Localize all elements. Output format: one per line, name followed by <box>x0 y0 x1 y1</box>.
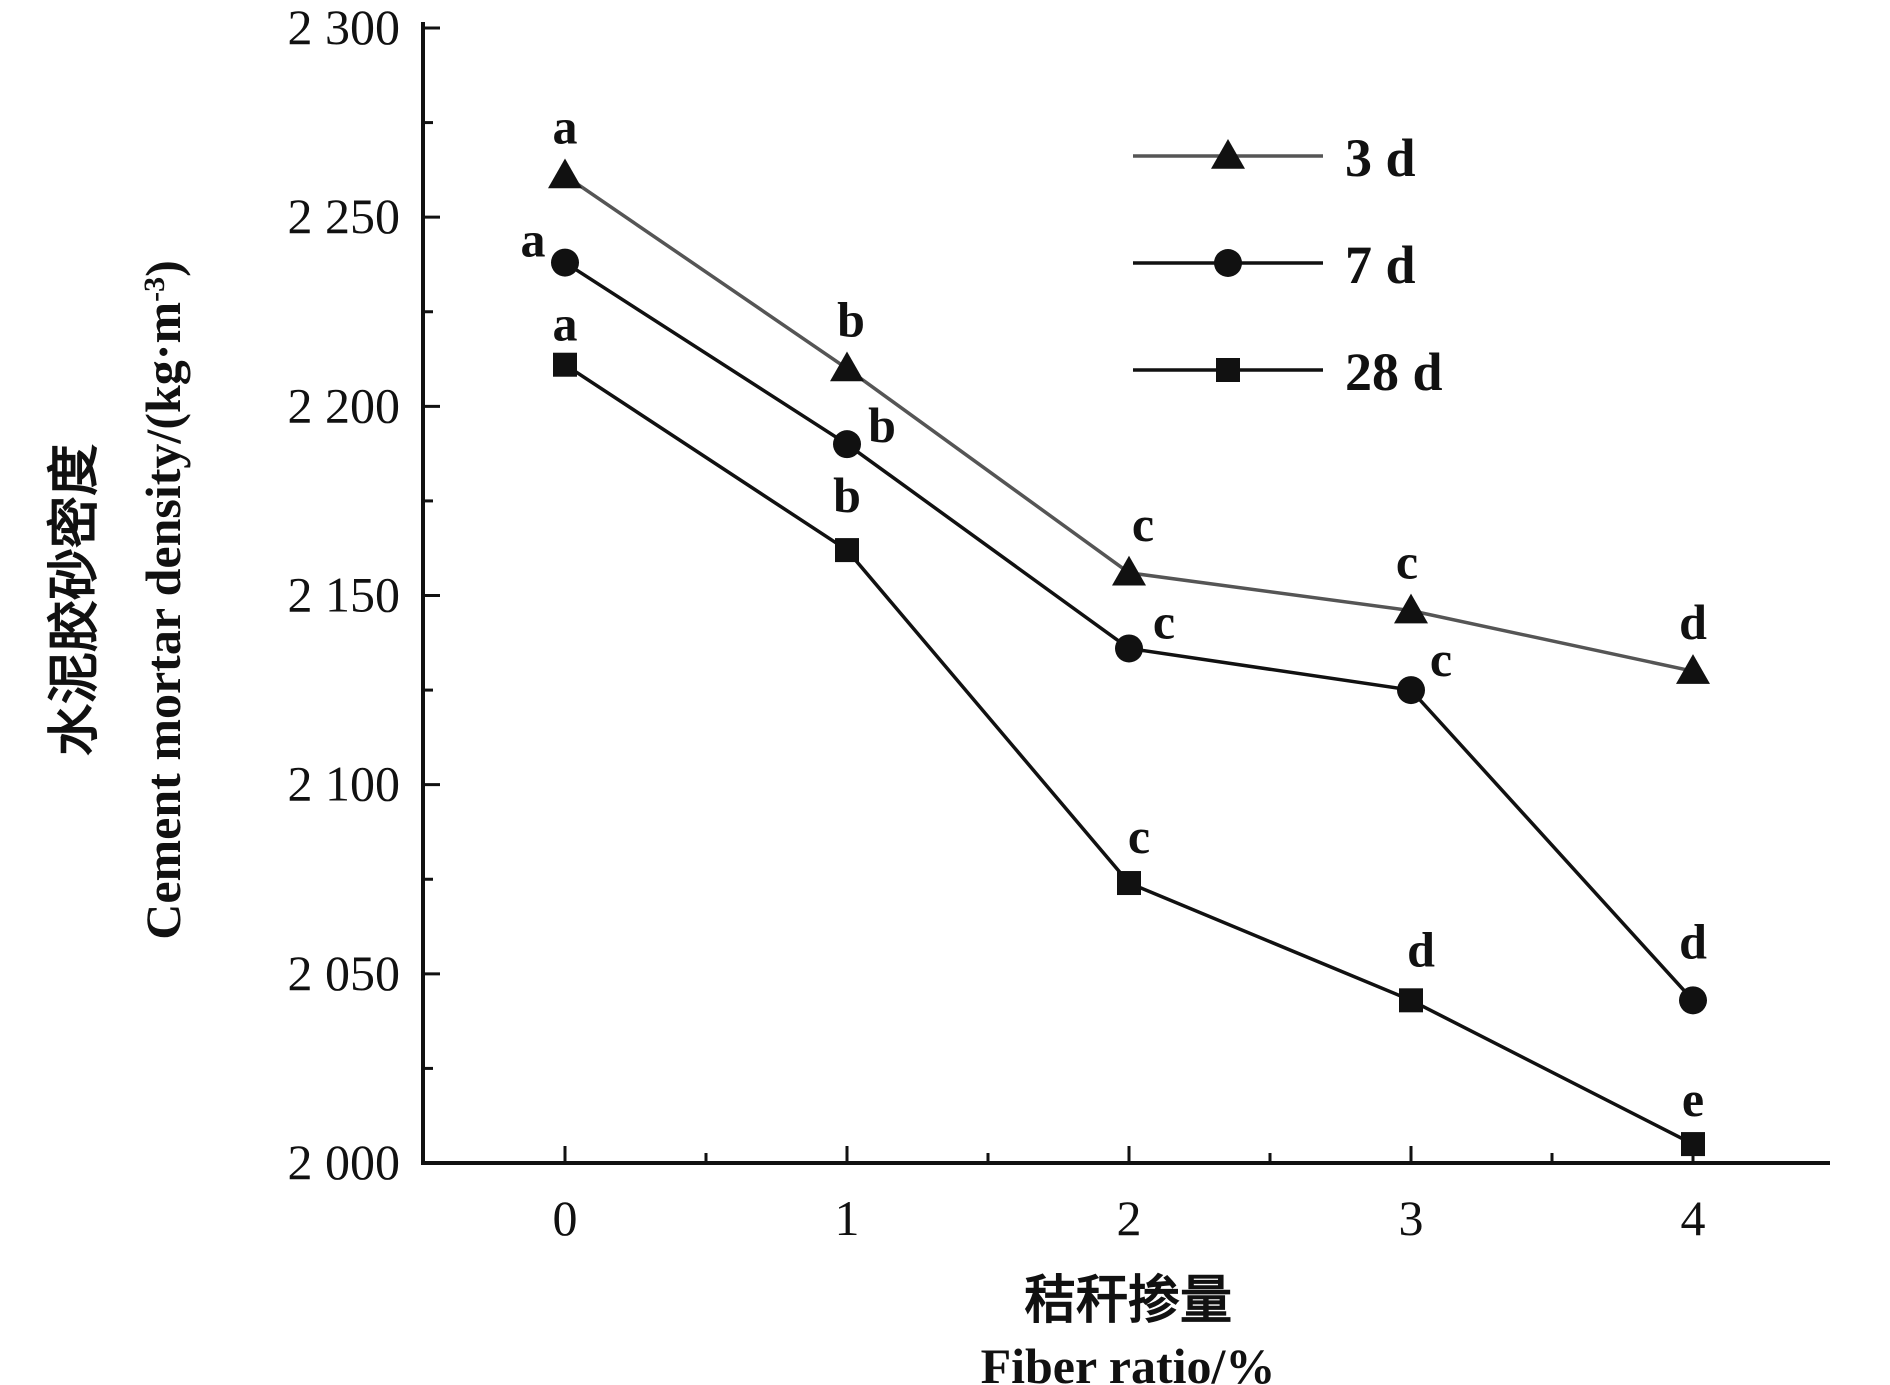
y-tick-label: 2 200 <box>288 377 401 433</box>
data-label: b <box>868 397 896 453</box>
data-label: a <box>553 99 578 155</box>
legend-label: 7 d <box>1345 235 1416 295</box>
x-axis-title: Fiber ratio/% <box>981 1338 1276 1385</box>
y-tick-label: 2 050 <box>288 945 401 1001</box>
data-label: d <box>1407 921 1435 977</box>
data-point-28d <box>1681 1132 1705 1157</box>
y-ticks: 2 000 2 050 2 100 2 150 2 200 2 250 2 300 <box>288 0 440 1190</box>
x-tick-label: 3 <box>1399 1190 1424 1246</box>
legend: 3 d 7 d 28 d <box>1133 128 1443 402</box>
y-axis-title-cn-group: 水泥胶砂密度 <box>45 444 105 756</box>
data-label: c <box>1132 496 1154 552</box>
x-ticks: 0 1 2 3 4 <box>553 1146 1706 1246</box>
y-tick-label: 2 100 <box>288 756 401 812</box>
series-line-28d <box>564 363 1694 1146</box>
data-point-7d <box>833 430 861 459</box>
data-label: c <box>1396 534 1418 590</box>
x-tick-label: 2 <box>1117 1190 1142 1246</box>
data-label: a <box>521 212 546 268</box>
data-label: b <box>833 467 861 523</box>
series-line-3d <box>564 174 1694 673</box>
data-label: c <box>1430 631 1452 687</box>
y-tick-label: 2 250 <box>288 188 401 244</box>
data-point-3d <box>830 351 864 382</box>
legend-label: 3 d <box>1345 128 1416 188</box>
data-label: e <box>1682 1071 1704 1127</box>
y-axis-title: Cement mortar density/(kg·m-3) <box>135 260 191 940</box>
data-point-7d <box>551 248 579 277</box>
data-point-3d <box>548 158 582 189</box>
data-label: d <box>1679 594 1707 650</box>
x-tick-label: 4 <box>1681 1190 1706 1246</box>
data-point-28d <box>1399 988 1423 1013</box>
legend-marker <box>1216 358 1240 382</box>
series-group <box>548 158 1710 1157</box>
data-label: d <box>1679 913 1707 969</box>
data-label: b <box>837 292 865 348</box>
x-axis-title-cn: 秸秆掺量 <box>1024 1271 1232 1331</box>
y-axis-title-cn: 水泥胶砂密度 <box>45 444 105 756</box>
y-axis-title-group: Cement mortar density/(kg·m-3) <box>135 260 191 940</box>
legend-marker <box>1211 139 1245 169</box>
data-label: c <box>1153 593 1175 649</box>
data-point-28d <box>553 352 577 377</box>
data-point-7d <box>1679 986 1707 1015</box>
legend-marker <box>1214 249 1242 277</box>
data-point-28d <box>1117 871 1141 896</box>
data-point-3d <box>1112 555 1146 586</box>
data-point-3d <box>1394 593 1428 624</box>
y-tick-label: 2 300 <box>288 0 401 55</box>
data-label: a <box>553 296 578 352</box>
data-label: c <box>1128 808 1150 864</box>
x-tick-label: 0 <box>553 1190 578 1246</box>
data-point-7d <box>1115 634 1143 663</box>
legend-label: 28 d <box>1345 342 1443 402</box>
x-tick-label: 1 <box>835 1190 860 1246</box>
y-tick-label: 2 150 <box>288 567 401 623</box>
y-tick-label: 2 000 <box>288 1134 401 1190</box>
data-point-7d <box>1397 676 1425 705</box>
data-point-28d <box>835 538 859 563</box>
data-point-3d <box>1676 654 1710 684</box>
